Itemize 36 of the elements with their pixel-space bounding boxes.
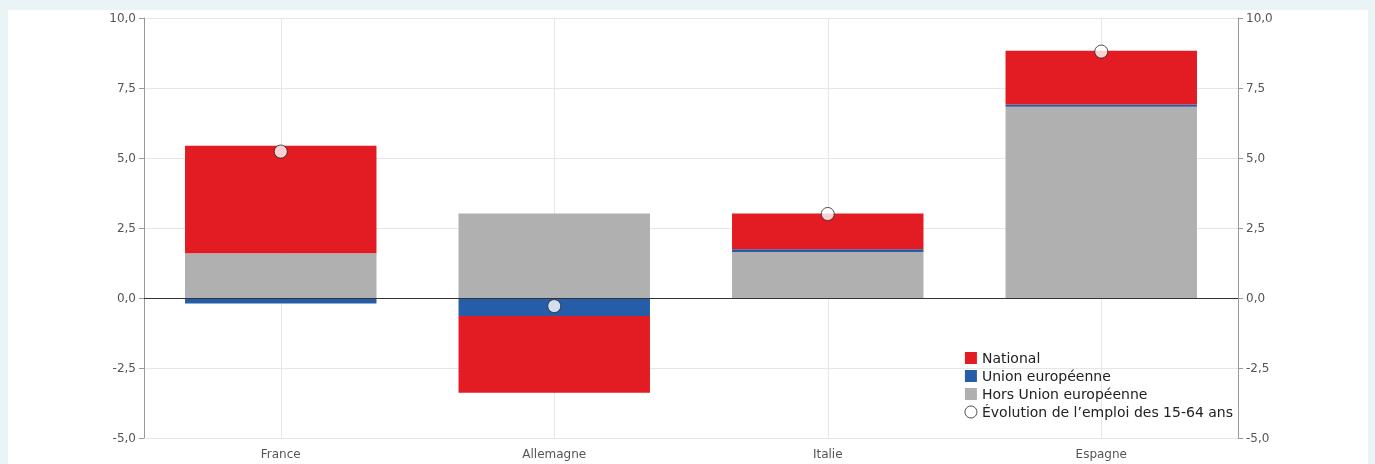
- bar: [1005, 50, 1197, 105]
- bar: [732, 213, 924, 250]
- y2-tick-label: -2,5: [1246, 361, 1270, 375]
- y-tick-label: 2,5: [116, 221, 136, 235]
- y2-tick-label: 0,0: [1246, 291, 1266, 305]
- bar: [732, 249, 924, 253]
- bar: [1005, 106, 1197, 298]
- legend-label: Hors Union européenne: [981, 386, 1148, 402]
- y2-tick-label: -5,0: [1246, 431, 1270, 445]
- point: [273, 144, 288, 159]
- bar: [185, 253, 377, 298]
- x-tick-label: Espagne: [1075, 447, 1127, 461]
- y2-tick-label: 2,5: [1246, 221, 1266, 235]
- bar: [458, 213, 650, 298]
- bar: [185, 145, 377, 254]
- legend-label: Union européenne: [981, 368, 1111, 384]
- bar: [732, 252, 924, 298]
- point: [547, 299, 562, 314]
- y2-tick-label: 5,0: [1246, 151, 1266, 165]
- x-tick-label: Allemagne: [522, 447, 587, 461]
- y2-tick-label: 10,0: [1246, 11, 1273, 25]
- point: [1094, 44, 1109, 59]
- y-tick-label: -2,5: [112, 361, 136, 375]
- x-tick-label: France: [260, 447, 301, 461]
- x-tick-label: Italie: [812, 447, 843, 461]
- y-tick-label: 7,5: [116, 81, 136, 95]
- y2-tick-label: 7,5: [1246, 81, 1266, 95]
- legend-label: Évolution de l’emploi des 15-64 ans: [981, 404, 1234, 420]
- y-tick-label: 5,0: [116, 151, 136, 165]
- y-tick-label: 10,0: [109, 11, 136, 25]
- y-tick-label: 0,0: [116, 291, 136, 305]
- legend-label: National: [981, 350, 1041, 366]
- bar: [458, 298, 650, 316]
- y-tick-label: -5,0: [112, 431, 136, 445]
- point: [820, 207, 835, 221]
- bar: [458, 315, 650, 393]
